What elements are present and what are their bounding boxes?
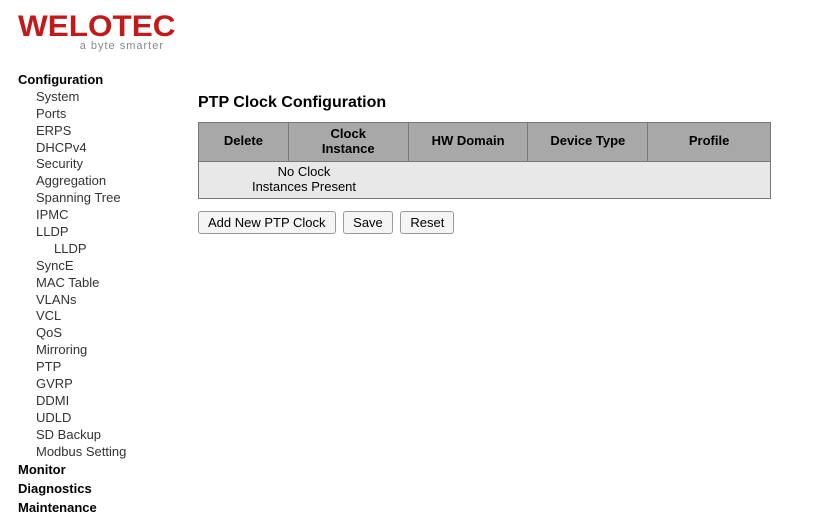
reset-button[interactable]: Reset (400, 211, 454, 234)
table-header-cell: Device Type (528, 123, 648, 162)
nav-item[interactable]: Aggregation (18, 173, 198, 190)
page-title: PTP Clock Configuration (198, 94, 800, 112)
nav-section[interactable]: Diagnostics (18, 481, 198, 498)
save-button[interactable]: Save (343, 211, 393, 234)
add-new-ptp-clock-button[interactable]: Add New PTP Clock (198, 211, 336, 234)
table-empty-row: No ClockInstances Present (199, 161, 771, 198)
nav-item[interactable]: UDLD (18, 410, 198, 427)
sidebar: ConfigurationSystemPortsERPSDHCPv4Securi… (18, 70, 198, 517)
table-header-cell: ClockInstance (288, 123, 408, 162)
nav-item[interactable]: QoS (18, 325, 198, 342)
nav-item[interactable]: IPMC (18, 207, 198, 224)
nav-item[interactable]: PTP (18, 359, 198, 376)
button-row: Add New PTP Clock Save Reset (198, 211, 800, 234)
nav-item[interactable]: GVRP (18, 376, 198, 393)
nav-item[interactable]: SyncE (18, 258, 198, 275)
logo: WELOTEC a byte smarter (18, 10, 168, 52)
header: WELOTEC a byte smarter (0, 0, 818, 52)
table-empty-message: No ClockInstances Present (199, 161, 771, 198)
nav-item[interactable]: VCL (18, 308, 198, 325)
main-content: PTP Clock Configuration DeleteClockInsta… (198, 70, 800, 234)
nav-subitem[interactable]: LLDP (18, 241, 198, 258)
nav-item[interactable]: Spanning Tree (18, 190, 198, 207)
table-header-cell: Delete (199, 123, 289, 162)
table-header-cell: Profile (648, 123, 771, 162)
table-header-row: DeleteClockInstanceHW DomainDevice TypeP… (199, 123, 771, 162)
nav-item[interactable]: Ports (18, 106, 198, 123)
nav-section[interactable]: Configuration (18, 72, 198, 89)
logo-brand: WELOTEC (18, 10, 176, 44)
nav-item[interactable]: Mirroring (18, 342, 198, 359)
nav-item[interactable]: Security (18, 156, 198, 173)
nav-item[interactable]: SD Backup (18, 427, 198, 444)
nav-item[interactable]: VLANs (18, 292, 198, 309)
nav-section[interactable]: Maintenance (18, 500, 198, 517)
ptp-clock-table: DeleteClockInstanceHW DomainDevice TypeP… (198, 122, 771, 199)
nav-item[interactable]: DDMI (18, 393, 198, 410)
nav-item[interactable]: System (18, 89, 198, 106)
table-header-cell: HW Domain (408, 123, 528, 162)
nav-item[interactable]: ERPS (18, 123, 198, 140)
nav-item[interactable]: DHCPv4 (18, 140, 198, 157)
nav-item[interactable]: Modbus Setting (18, 444, 198, 461)
nav-item[interactable]: MAC Table (18, 275, 198, 292)
nav-section[interactable]: Monitor (18, 462, 198, 479)
nav-item[interactable]: LLDP (18, 224, 198, 241)
